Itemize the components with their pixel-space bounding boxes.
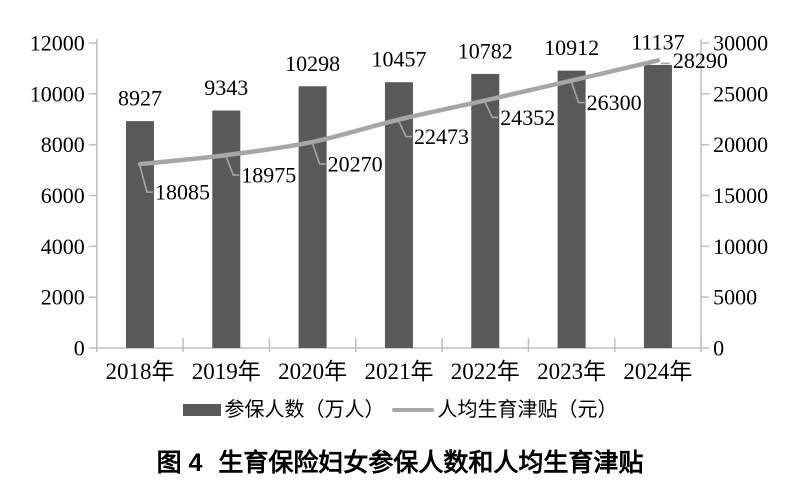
svg-text:2020年: 2020年 xyxy=(278,359,347,384)
right-axis-ticks: 0 5000 10000 15000 20000 25000 30000 xyxy=(701,31,768,361)
chart-legend: 参保人数（万人） 人均生育津贴（元） xyxy=(0,398,800,422)
svg-text:4000: 4000 xyxy=(41,234,85,259)
svg-text:10912: 10912 xyxy=(544,35,599,60)
bar xyxy=(125,121,154,349)
svg-text:5000: 5000 xyxy=(713,285,757,310)
svg-text:10000: 10000 xyxy=(30,81,85,106)
svg-text:30000: 30000 xyxy=(713,31,768,56)
svg-text:2019年: 2019年 xyxy=(192,359,261,384)
svg-text:20000: 20000 xyxy=(713,132,768,157)
x-axis-ticks xyxy=(96,338,702,352)
legend-item-bar-series: 参保人数（万人） xyxy=(182,398,385,422)
svg-text:22473: 22473 xyxy=(414,124,469,149)
svg-text:2000: 2000 xyxy=(41,285,85,310)
svg-text:18085: 18085 xyxy=(155,180,210,205)
svg-text:0: 0 xyxy=(713,336,724,361)
svg-text:9343: 9343 xyxy=(204,75,248,100)
svg-text:2023年: 2023年 xyxy=(537,359,606,384)
legend-label-line-series: 人均生育津贴（元） xyxy=(437,399,618,421)
combo-chart: 0 2000 4000 6000 8000 10000 12000 0 5000 10000 150… xyxy=(30,29,768,384)
legend-label-bar-series: 参保人数（万人） xyxy=(224,399,385,421)
svg-text:28290: 28290 xyxy=(673,48,728,73)
figure-caption-text: 生育保险妇女参保人数和人均生育津贴 xyxy=(218,449,644,477)
svg-text:15000: 15000 xyxy=(713,183,768,208)
x-axis-labels: 2018年 2019年 2020年 2021年 2022年 2023年 2024年 xyxy=(105,359,692,384)
svg-text:24352: 24352 xyxy=(500,105,555,130)
svg-text:2022年: 2022年 xyxy=(451,359,520,384)
line-value-labels: 18085 18975 20270 22473 24352 26300 28290 xyxy=(155,48,728,205)
svg-text:10457: 10457 xyxy=(371,47,426,72)
left-axis-ticks: 0 2000 4000 6000 8000 10000 12000 xyxy=(30,31,97,361)
svg-text:11137: 11137 xyxy=(631,29,684,54)
svg-text:26300: 26300 xyxy=(587,90,642,115)
svg-text:10000: 10000 xyxy=(713,234,768,259)
svg-text:6000: 6000 xyxy=(41,183,85,208)
bar xyxy=(471,73,500,349)
line-series xyxy=(137,58,661,167)
bar xyxy=(643,64,672,349)
bar-series-swatch xyxy=(182,404,221,416)
figure-caption-number: 图 4 xyxy=(156,449,203,477)
svg-text:2024年: 2024年 xyxy=(623,359,692,384)
svg-text:8000: 8000 xyxy=(41,132,85,157)
figure-caption: 图 4 生育保险妇女参保人数和人均生育津贴 xyxy=(0,447,800,479)
svg-text:2021年: 2021年 xyxy=(364,359,433,384)
bar xyxy=(298,86,327,349)
bar xyxy=(212,110,241,349)
bar-series xyxy=(125,64,672,349)
svg-text:8927: 8927 xyxy=(118,86,162,111)
svg-text:20270: 20270 xyxy=(328,151,383,176)
bar-value-labels: 8927 9343 10298 10457 10782 10912 11137 xyxy=(118,29,685,110)
legend-item-line-series: 人均生育津贴（元） xyxy=(391,398,618,422)
svg-text:18975: 18975 xyxy=(241,163,296,188)
bar xyxy=(384,82,413,348)
line-series-swatch xyxy=(391,408,434,412)
svg-text:10782: 10782 xyxy=(458,38,513,63)
bar xyxy=(557,70,586,349)
svg-text:25000: 25000 xyxy=(713,81,768,106)
svg-text:12000: 12000 xyxy=(30,31,85,56)
svg-text:0: 0 xyxy=(74,336,85,361)
svg-text:2018年: 2018年 xyxy=(105,359,174,384)
line-label-leaders xyxy=(139,62,670,193)
svg-text:10298: 10298 xyxy=(285,51,340,76)
